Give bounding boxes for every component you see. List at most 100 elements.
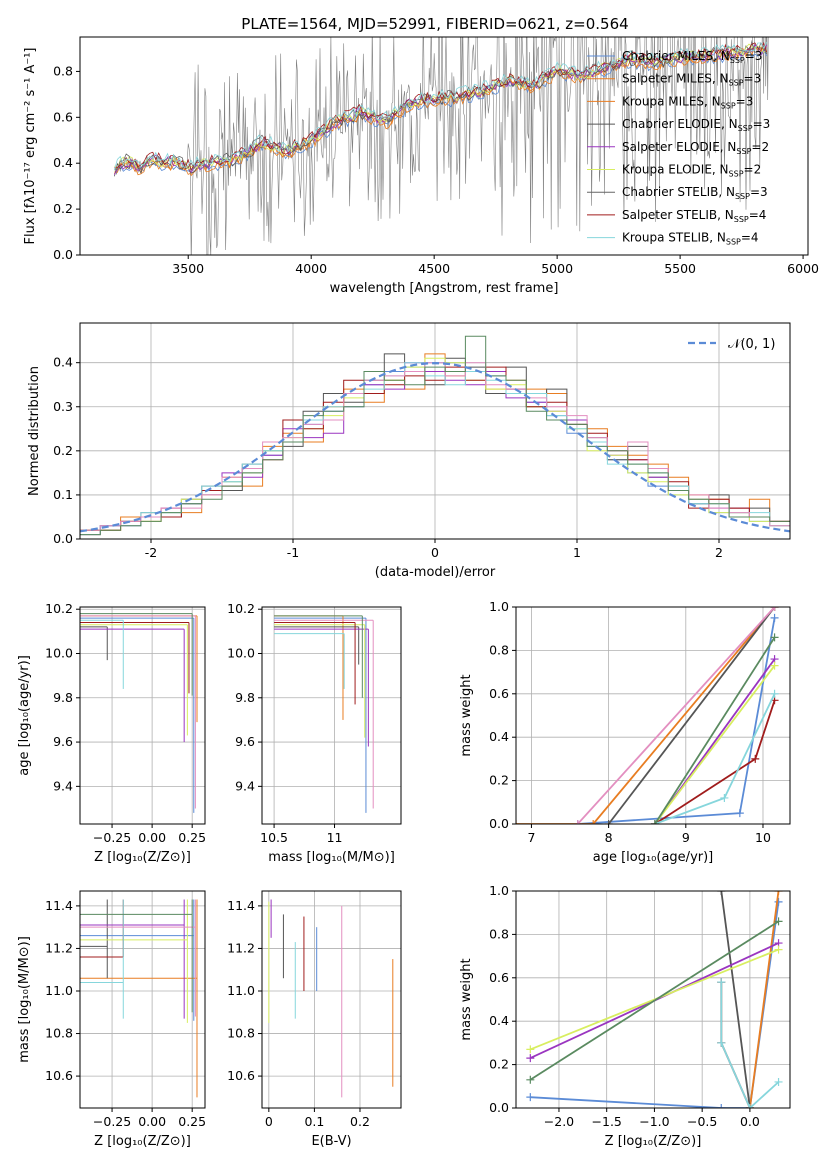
y-tick-label: 0.0 xyxy=(53,247,73,262)
x-tick-label: 0.00 xyxy=(138,830,166,845)
x-axis-label: Z [log₁₀(Z/Z⊙)] xyxy=(605,1134,702,1149)
x-tick-label: 0.2 xyxy=(350,1114,370,1129)
panel-mass_vs_Z: −0.25 0.00 0.25 10.6 10.8 11.0 11.2 11.4 Z [log₁… xyxy=(17,890,206,1149)
weight-marker xyxy=(774,917,783,926)
axes-frame xyxy=(515,606,791,825)
model-spectrum-line xyxy=(114,47,767,177)
legend-subscript: SSP xyxy=(738,124,753,133)
weight-line xyxy=(654,665,776,824)
x-tick-label: 4000 xyxy=(295,261,327,276)
model-spectrum-line xyxy=(114,45,768,177)
legend-rest: =2 xyxy=(744,163,762,177)
legend-label: Kroupa STELIB, NSSP=4 xyxy=(622,231,759,247)
legend-rest: =2 xyxy=(751,140,769,154)
y-tick-label: 11.2 xyxy=(227,940,255,955)
y-tick-label: 9.4 xyxy=(235,778,255,793)
legend-label: Salpeter STELIB, NSSP=4 xyxy=(622,208,766,224)
weight-marker xyxy=(717,978,726,987)
y-tick-label: 0.4 xyxy=(53,155,73,170)
weight-line xyxy=(577,607,776,824)
legend-subscript: SSP xyxy=(729,170,744,179)
y-axis-label: mass weight xyxy=(459,958,474,1040)
x-axis-label: age [log₁₀(age/yr)] xyxy=(593,850,714,865)
legend-subscript: SSP xyxy=(726,238,741,247)
y-tick-label: 10.6 xyxy=(45,1068,73,1083)
y-tick-label: 10.2 xyxy=(227,601,255,616)
x-tick-label: 0 xyxy=(431,545,439,560)
y-tick-label: 9.8 xyxy=(53,690,73,705)
histogram-step xyxy=(80,353,790,539)
weight-marker xyxy=(526,1075,535,1084)
y-tick-label: 10.8 xyxy=(45,1026,73,1041)
weight-marker xyxy=(774,1077,783,1086)
x-tick-label: 0.00 xyxy=(138,1114,166,1129)
y-tick-label: 0.6 xyxy=(53,109,73,124)
data-spectrum xyxy=(114,37,769,255)
legend-subscript: SSP xyxy=(730,56,745,65)
legend-label: Salpeter MILES, NSSP=3 xyxy=(622,72,761,88)
y-tick-label: 1.0 xyxy=(489,599,509,614)
y-axis-label: Flux [fλ10⁻¹⁷ erg cm⁻² s⁻¹ A⁻¹] xyxy=(23,48,38,245)
x-axis-label: wavelength [Angstrom, rest frame] xyxy=(330,281,559,296)
x-tick-label: 2 xyxy=(715,545,723,560)
legend-subscript: SSP xyxy=(721,101,736,110)
weight-marker xyxy=(735,809,744,818)
weight-marker xyxy=(770,633,779,642)
panels: 3500 4000 4500 5000 5500 6000 0.0 0.2 0.4 0.6 0.8 w… xyxy=(17,36,819,1149)
legend-rest: =4 xyxy=(741,231,759,245)
weight-marker xyxy=(526,1093,535,1102)
y-tick-label: 11.4 xyxy=(227,898,255,913)
legend-label: Salpeter ELODIE, NSSP=2 xyxy=(622,140,769,156)
histogram-step xyxy=(80,335,790,539)
y-tick-label: 0.1 xyxy=(53,487,73,502)
plot-area xyxy=(114,37,769,255)
y-axis-label: Normed distribution xyxy=(27,366,42,496)
legend-rest: =3 xyxy=(745,49,763,63)
y-tick-label: 0.6 xyxy=(489,686,509,701)
legend-rest: =3 xyxy=(744,72,762,86)
normal-curve xyxy=(80,361,790,533)
y-tick-label: 0.2 xyxy=(489,773,509,788)
weight-marker xyxy=(717,891,726,895)
y-tick-label: 0.0 xyxy=(489,1100,509,1115)
y-tick-label: 0.2 xyxy=(53,443,73,458)
x-tick-label: −0.25 xyxy=(93,1114,131,1129)
model-spectrum-line xyxy=(114,47,768,174)
y-tick-label: 10.0 xyxy=(227,646,255,661)
weight-line xyxy=(529,920,779,1081)
weight-line xyxy=(654,636,776,824)
y-tick-label: 0.4 xyxy=(489,729,509,744)
weight-marker xyxy=(745,1104,754,1108)
model-spectrum-line xyxy=(114,43,767,170)
x-axis-label: E(B-V) xyxy=(311,1134,351,1149)
weight-marker xyxy=(720,793,729,802)
panel-spectrum: 3500 4000 4500 5000 5500 6000 0.0 0.2 0.4 0.6 0.8 w… xyxy=(23,36,819,296)
x-tick-label: 0.25 xyxy=(178,1114,206,1129)
weight-marker xyxy=(573,820,582,824)
x-tick-label: 0.25 xyxy=(178,830,206,845)
axes-frame xyxy=(515,890,791,1109)
legend-rest: =3 xyxy=(750,185,768,199)
weight-line xyxy=(720,891,751,1108)
x-tick-label: 1 xyxy=(573,545,581,560)
model-spectrum-line xyxy=(114,41,768,172)
weight-marker xyxy=(774,897,783,906)
weight-marker xyxy=(650,820,659,824)
y-tick-label: 0.4 xyxy=(53,355,73,370)
y-tick-label: 9.4 xyxy=(53,778,73,793)
x-tick-label: 0.1 xyxy=(304,1114,324,1129)
weight-line xyxy=(516,607,776,824)
x-tick-label: 10 xyxy=(755,830,771,845)
panel-residuals: -2 -1 0 1 2 0.0 0.1 0.2 0.3 0.4 (data-model)/error… xyxy=(27,322,791,580)
legend-label: Chabrier MILES, NSSP=3 xyxy=(622,49,762,65)
y-tick-label: 9.8 xyxy=(235,690,255,705)
x-tick-label: 11 xyxy=(327,830,343,845)
axes-frame xyxy=(261,890,402,1109)
y-tick-label: 9.6 xyxy=(53,734,73,749)
weight-line xyxy=(577,617,776,824)
x-tick-label: 3500 xyxy=(172,261,204,276)
plot-area xyxy=(526,891,783,1108)
weight-marker xyxy=(770,607,779,611)
legend-subscript: SSP xyxy=(729,79,744,88)
